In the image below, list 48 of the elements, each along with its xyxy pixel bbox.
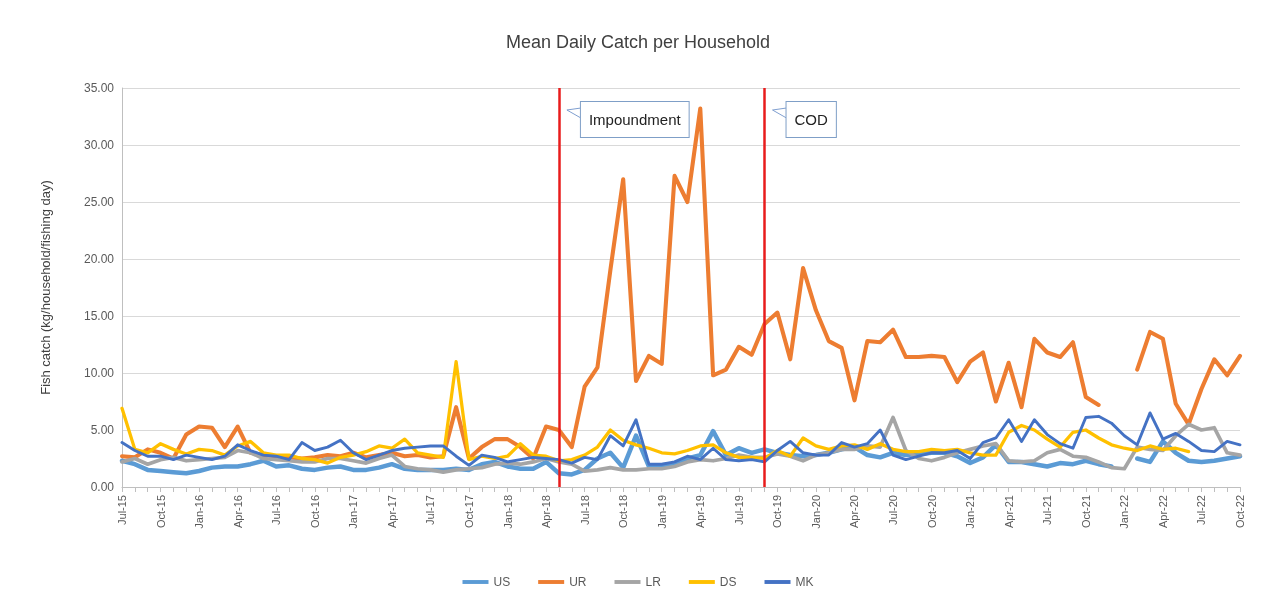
legend-label: US (493, 575, 511, 589)
line-series (120, 411, 1242, 467)
x-tick-label: Jul-17 (424, 495, 437, 525)
legend-label: MK (795, 575, 814, 589)
x-tick-label: Oct-17 (462, 495, 475, 529)
x-tick-label: Oct-15 (154, 495, 167, 529)
y-axis-title: Fish catch (kg/household/fishing day) (38, 180, 53, 395)
x-tick-label: Jul-18 (578, 495, 591, 525)
y-tick-label: 30.00 (83, 138, 115, 152)
y-tick-label: 10.00 (83, 366, 115, 380)
x-tick-label: Jan-17 (347, 495, 360, 529)
x-tick-label: Apr-16 (231, 495, 244, 529)
x-tick-label: Jul-21 (1041, 495, 1054, 525)
x-tick-label: Apr-19 (694, 495, 707, 529)
x-tick-label: Apr-21 (1002, 495, 1015, 529)
chart-title: Mean Daily Catch per Household (505, 32, 771, 52)
x-tick-label: Oct-20 (925, 495, 938, 529)
y-tick-label: 20.00 (83, 252, 115, 266)
x-tick-label: Jan-22 (1118, 495, 1131, 529)
x-tick-label: Oct-22 (1234, 495, 1246, 529)
ref-line-label: COD (794, 111, 829, 128)
x-tick-label: Jan-19 (655, 495, 668, 529)
x-tick-label: Apr-20 (848, 495, 861, 529)
y-tick-label: 5.00 (90, 423, 115, 437)
x-tick-label: Jul-20 (887, 495, 900, 525)
ref-line-label: Impoundment (588, 111, 682, 128)
x-tick-label: Oct-16 (308, 495, 321, 529)
x-tick-label: Oct-18 (617, 495, 630, 529)
y-tick-label: 25.00 (83, 195, 115, 209)
x-tick-label: Apr-18 (540, 495, 553, 529)
x-tick-label: Oct-19 (771, 495, 784, 529)
x-tick-label: Apr-22 (1156, 495, 1169, 529)
legend-label: LR (645, 575, 662, 589)
x-tick-label: Jul-16 (270, 495, 283, 525)
x-tick-label: Jan-16 (193, 495, 206, 529)
x-tick-label: Jul-19 (732, 495, 745, 525)
x-tick-label: Oct-21 (1079, 495, 1092, 529)
x-tick-label: Jan-21 (964, 495, 977, 529)
x-tick-label: Jan-18 (501, 495, 514, 529)
x-tick-label: Jan-20 (809, 495, 822, 529)
legend-label: DS (719, 575, 737, 589)
x-tick-label: Jul-22 (1195, 495, 1208, 525)
y-tick-label: 35.00 (83, 81, 115, 95)
y-tick-label: 0.00 (90, 480, 115, 494)
y-tick-label: 15.00 (83, 309, 115, 323)
legend-label: UR (569, 575, 587, 589)
x-tick-label: Jul-15 (116, 495, 128, 525)
x-tick-label: Apr-17 (385, 495, 398, 529)
